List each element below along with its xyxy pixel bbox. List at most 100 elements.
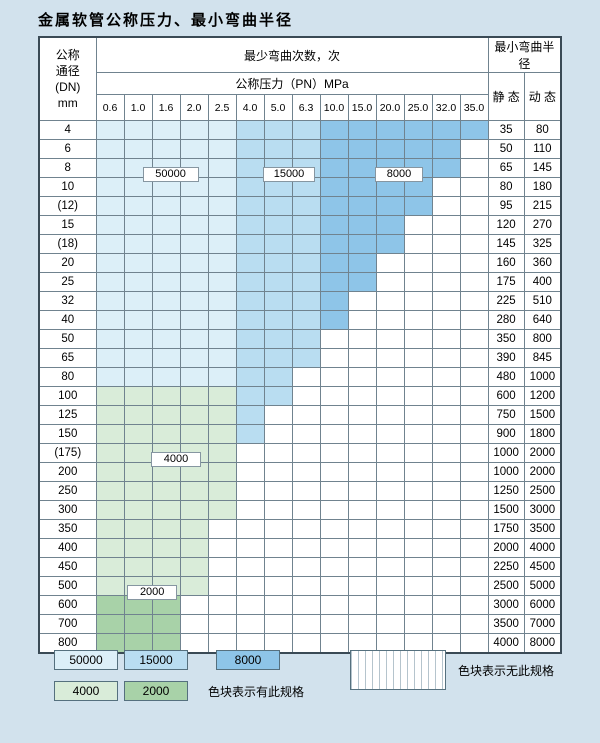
no-spec-cell [375, 405, 405, 425]
dynamic-radius-cell: 3000 [523, 500, 562, 520]
table-row: 80 480 1000 [38, 367, 562, 387]
no-spec-cell [431, 234, 461, 254]
no-spec-cell [431, 614, 461, 634]
no-spec-cell [347, 405, 377, 425]
static-radius-cell: 50 [487, 139, 525, 159]
static-radius-cell: 175 [487, 272, 525, 292]
no-spec-cell [319, 443, 349, 463]
spec-available-cell [319, 234, 349, 254]
no-spec-cell [459, 386, 489, 406]
spec-available-cell [207, 158, 237, 178]
spec-available-cell [151, 519, 181, 539]
spec-available-cell [151, 614, 181, 634]
spec-available-cell [179, 310, 209, 330]
spec-available-cell [291, 215, 321, 235]
no-spec-cell [403, 405, 433, 425]
dynamic-radius-cell: 2000 [523, 443, 562, 463]
no-spec-cell [235, 538, 265, 558]
spec-available-cell [123, 424, 153, 444]
spec-available-cell [263, 234, 293, 254]
spec-available-cell [179, 139, 209, 159]
table-row: 32 225 510 [38, 291, 562, 311]
table-row: 600 3000 6000 [38, 595, 562, 615]
no-spec-cell [263, 481, 293, 501]
header-row-2: 公称压力（PN）MPa 静 态 动 态 [39, 72, 562, 121]
spec-available-cell [95, 291, 125, 311]
spec-available-cell [123, 443, 153, 463]
table-row: 400 2000 4000 [38, 538, 562, 558]
static-radius-cell: 390 [487, 348, 525, 368]
static-radius-cell: 900 [487, 424, 525, 444]
static-radius-cell: 600 [487, 386, 525, 406]
no-spec-cell [319, 595, 349, 615]
spec-available-cell [235, 424, 265, 444]
dn-cell: 450 [38, 557, 97, 577]
no-spec-cell [347, 595, 377, 615]
no-spec-cell [263, 519, 293, 539]
spec-available-cell [123, 557, 153, 577]
no-spec-cell [403, 500, 433, 520]
nominal-pressure-header: 公称压力（PN）MPa [95, 72, 489, 95]
static-radius-cell: 2000 [487, 538, 525, 558]
dynamic-radius-cell: 360 [523, 253, 562, 273]
spec-available-cell [95, 234, 125, 254]
no-spec-cell [431, 386, 461, 406]
spec-available-cell [123, 329, 153, 349]
dn-cell: 250 [38, 481, 97, 501]
spec-available-cell [179, 538, 209, 558]
no-spec-cell [431, 253, 461, 273]
min-bend-cycles-header: 最少弯曲次数，次 [95, 36, 489, 73]
dn-cell: 32 [38, 291, 97, 311]
spec-available-cell [95, 367, 125, 387]
no-spec-cell [403, 538, 433, 558]
dynamic-radius-cell: 510 [523, 291, 562, 311]
spec-available-cell [95, 120, 125, 140]
no-spec-cell [179, 595, 209, 615]
spec-available-cell [235, 196, 265, 216]
dynamic-radius-cell: 845 [523, 348, 562, 368]
spec-available-cell [403, 120, 433, 140]
dynamic-radius-cell: 7000 [523, 614, 562, 634]
table-row: 450 2250 4500 [38, 557, 562, 577]
dynamic-radius-cell: 145 [523, 158, 562, 178]
spec-available-cell [263, 291, 293, 311]
no-spec-cell [403, 462, 433, 482]
no-spec-cell [291, 443, 321, 463]
spec-available-cell [207, 500, 237, 520]
spec-available-cell [179, 196, 209, 216]
no-spec-cell [459, 614, 489, 634]
spec-available-cell [95, 443, 125, 463]
spec-available-cell [95, 519, 125, 539]
spec-available-cell [151, 424, 181, 444]
table-row: 4 35 80 [38, 120, 562, 140]
no-spec-cell [459, 272, 489, 292]
pressure-header-cell: 5.0 [263, 94, 293, 121]
spec-available-cell [319, 158, 349, 178]
spec-available-cell [263, 348, 293, 368]
spec-available-cell [291, 120, 321, 140]
cycle-count-label: 8000 [375, 167, 423, 182]
spec-available-cell [179, 272, 209, 292]
static-radius-cell: 160 [487, 253, 525, 273]
spec-available-cell [95, 139, 125, 159]
spec-available-cell [347, 215, 377, 235]
spec-available-cell [179, 424, 209, 444]
dn-cell: (12) [38, 196, 97, 216]
dynamic-radius-cell: 4000 [523, 538, 562, 558]
spec-available-cell [95, 557, 125, 577]
spec-available-cell [179, 576, 209, 596]
table-row: 50 350 800 [38, 329, 562, 349]
no-spec-cell [375, 462, 405, 482]
spec-available-cell [123, 234, 153, 254]
no-spec-cell [459, 500, 489, 520]
spec-available-cell [347, 253, 377, 273]
no-spec-cell [235, 576, 265, 596]
table-body: 4 35 80 6 50 110 8 65 145 10 80 180 (12) 95 215 15 120 27… [38, 120, 562, 653]
no-spec-cell [403, 557, 433, 577]
no-spec-cell [431, 576, 461, 596]
spec-available-cell [375, 120, 405, 140]
no-spec-cell [459, 139, 489, 159]
spec-available-cell [347, 234, 377, 254]
no-spec-cell [403, 234, 433, 254]
